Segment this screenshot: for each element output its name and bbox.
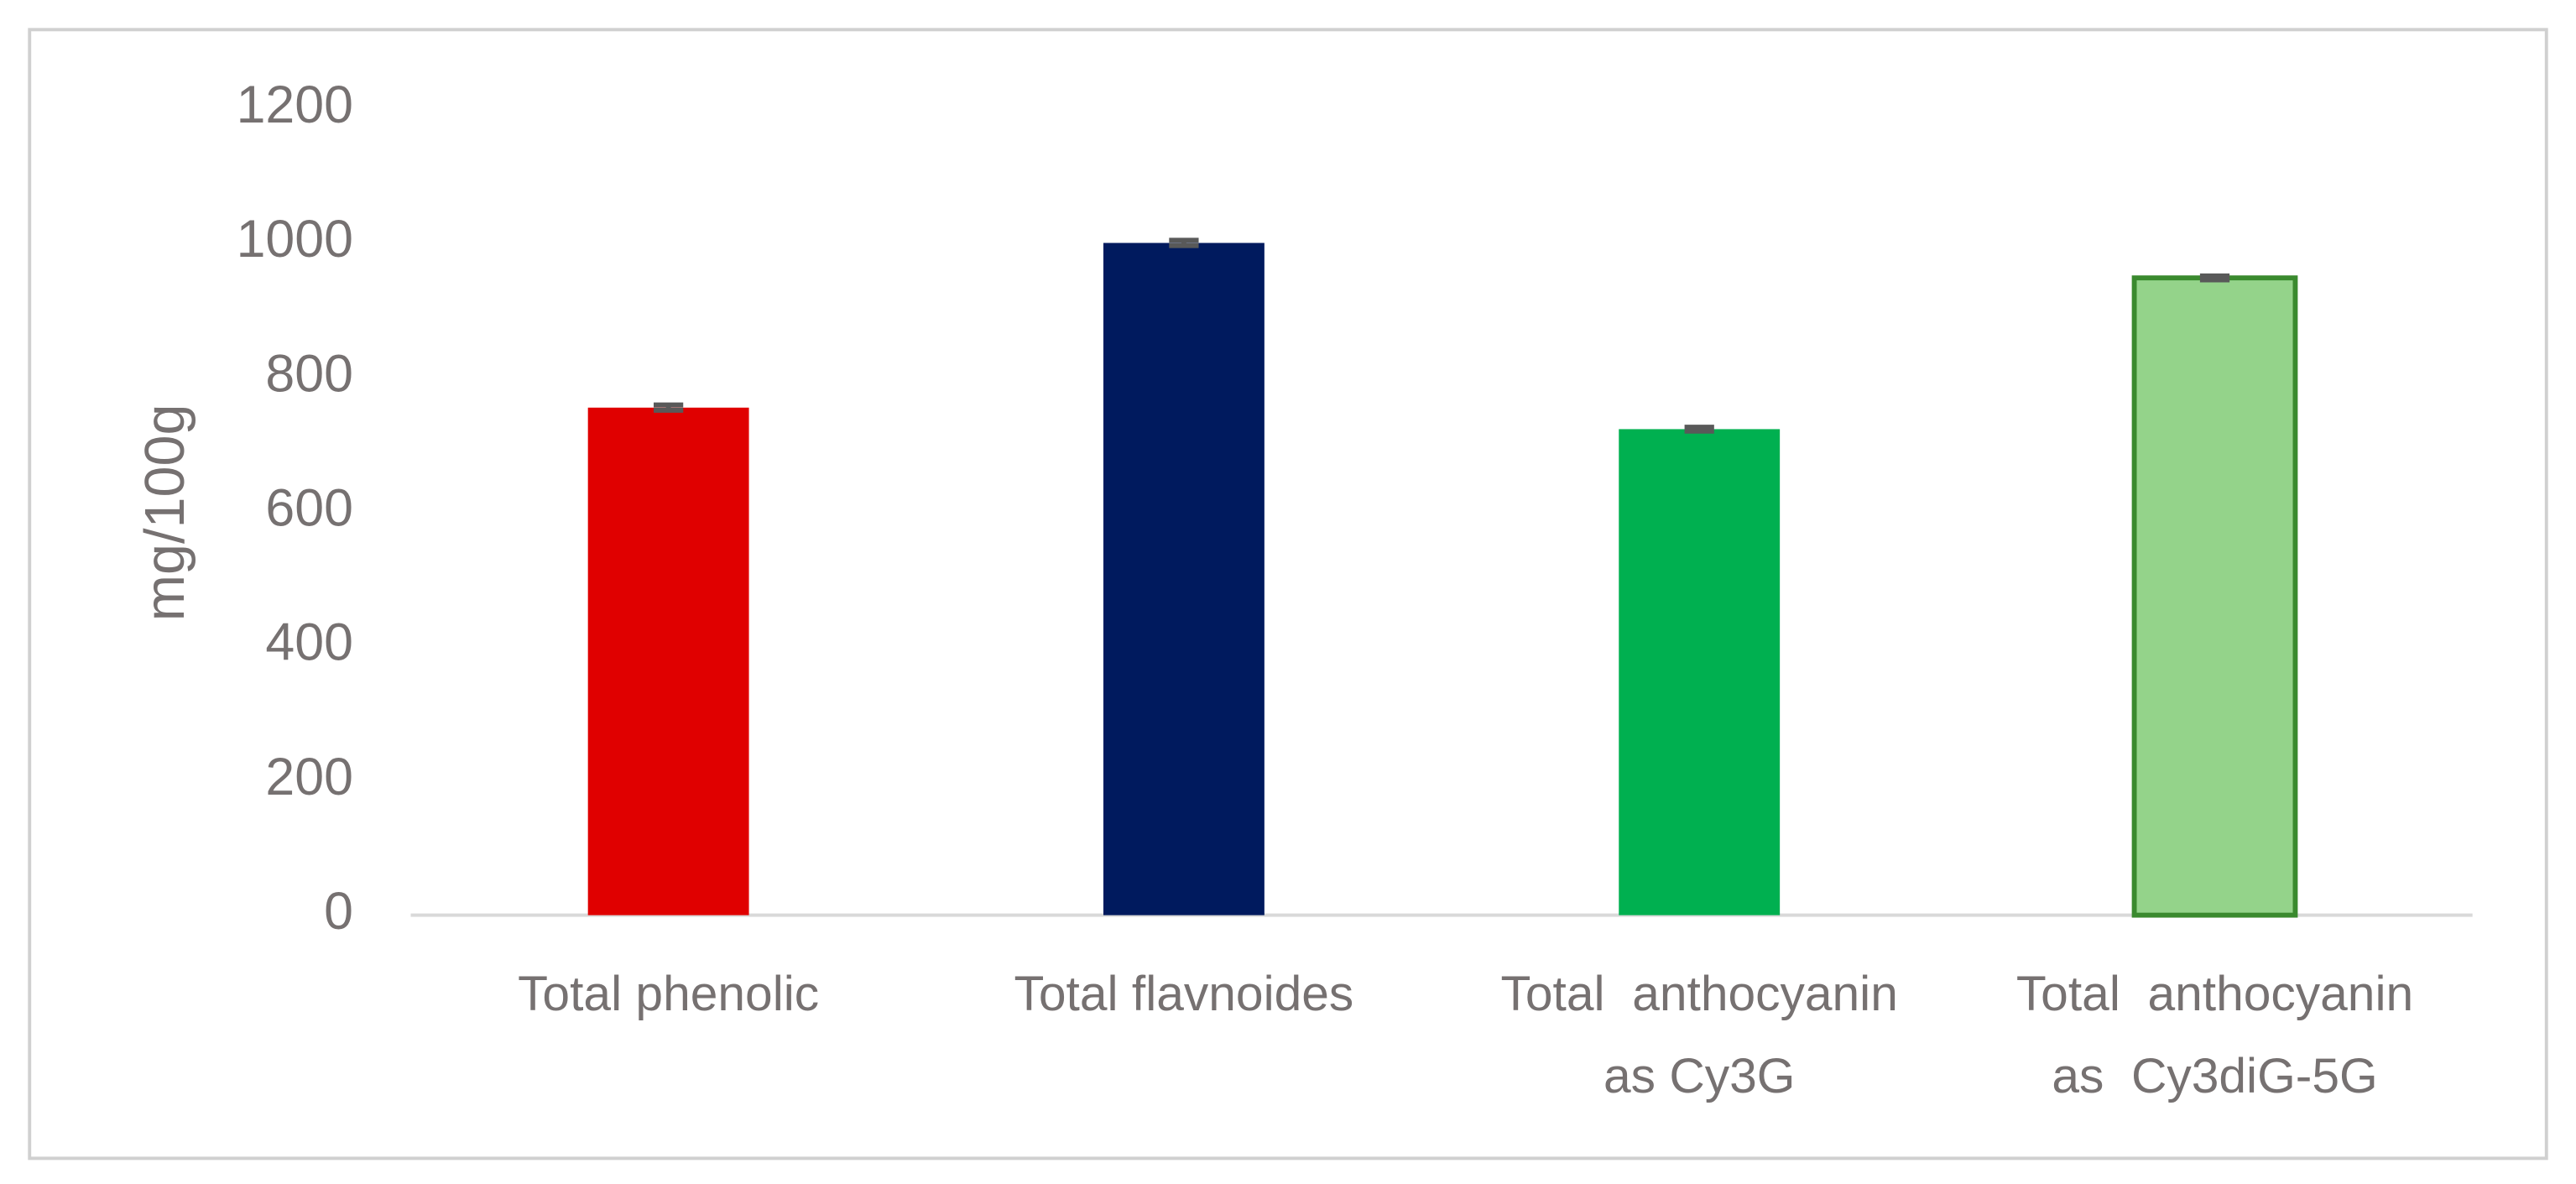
y-tick-label: 200 xyxy=(265,748,353,806)
bar xyxy=(2131,275,2298,918)
chart-frame xyxy=(28,28,2548,1161)
x-tick-label: Total phenolic xyxy=(518,967,819,1021)
bar xyxy=(587,407,749,915)
y-tick-label: 600 xyxy=(265,479,353,538)
error-bar xyxy=(2199,273,2230,283)
x-tick-label: Total flavnoides xyxy=(1014,967,1354,1021)
error-bar xyxy=(654,402,684,413)
error-bar xyxy=(1684,425,1714,434)
x-tick-label: Total anthocyanin xyxy=(2016,967,2413,1021)
y-tick-label: 0 xyxy=(324,882,353,941)
bar xyxy=(1103,243,1265,915)
x-tick-label: Total anthocyanin xyxy=(1501,967,1898,1021)
x-tick-label: as Cy3G xyxy=(1603,1049,1795,1103)
y-axis-label: mg/100g xyxy=(134,404,196,621)
bar xyxy=(1619,429,1781,915)
y-tick-label: 400 xyxy=(265,613,353,672)
x-tick-label: as Cy3diG-5G xyxy=(2052,1049,2377,1103)
error-bar xyxy=(1169,237,1199,248)
y-tick-label: 1000 xyxy=(237,210,353,269)
y-tick-label: 800 xyxy=(265,344,353,403)
y-tick-label: 1200 xyxy=(237,76,353,134)
